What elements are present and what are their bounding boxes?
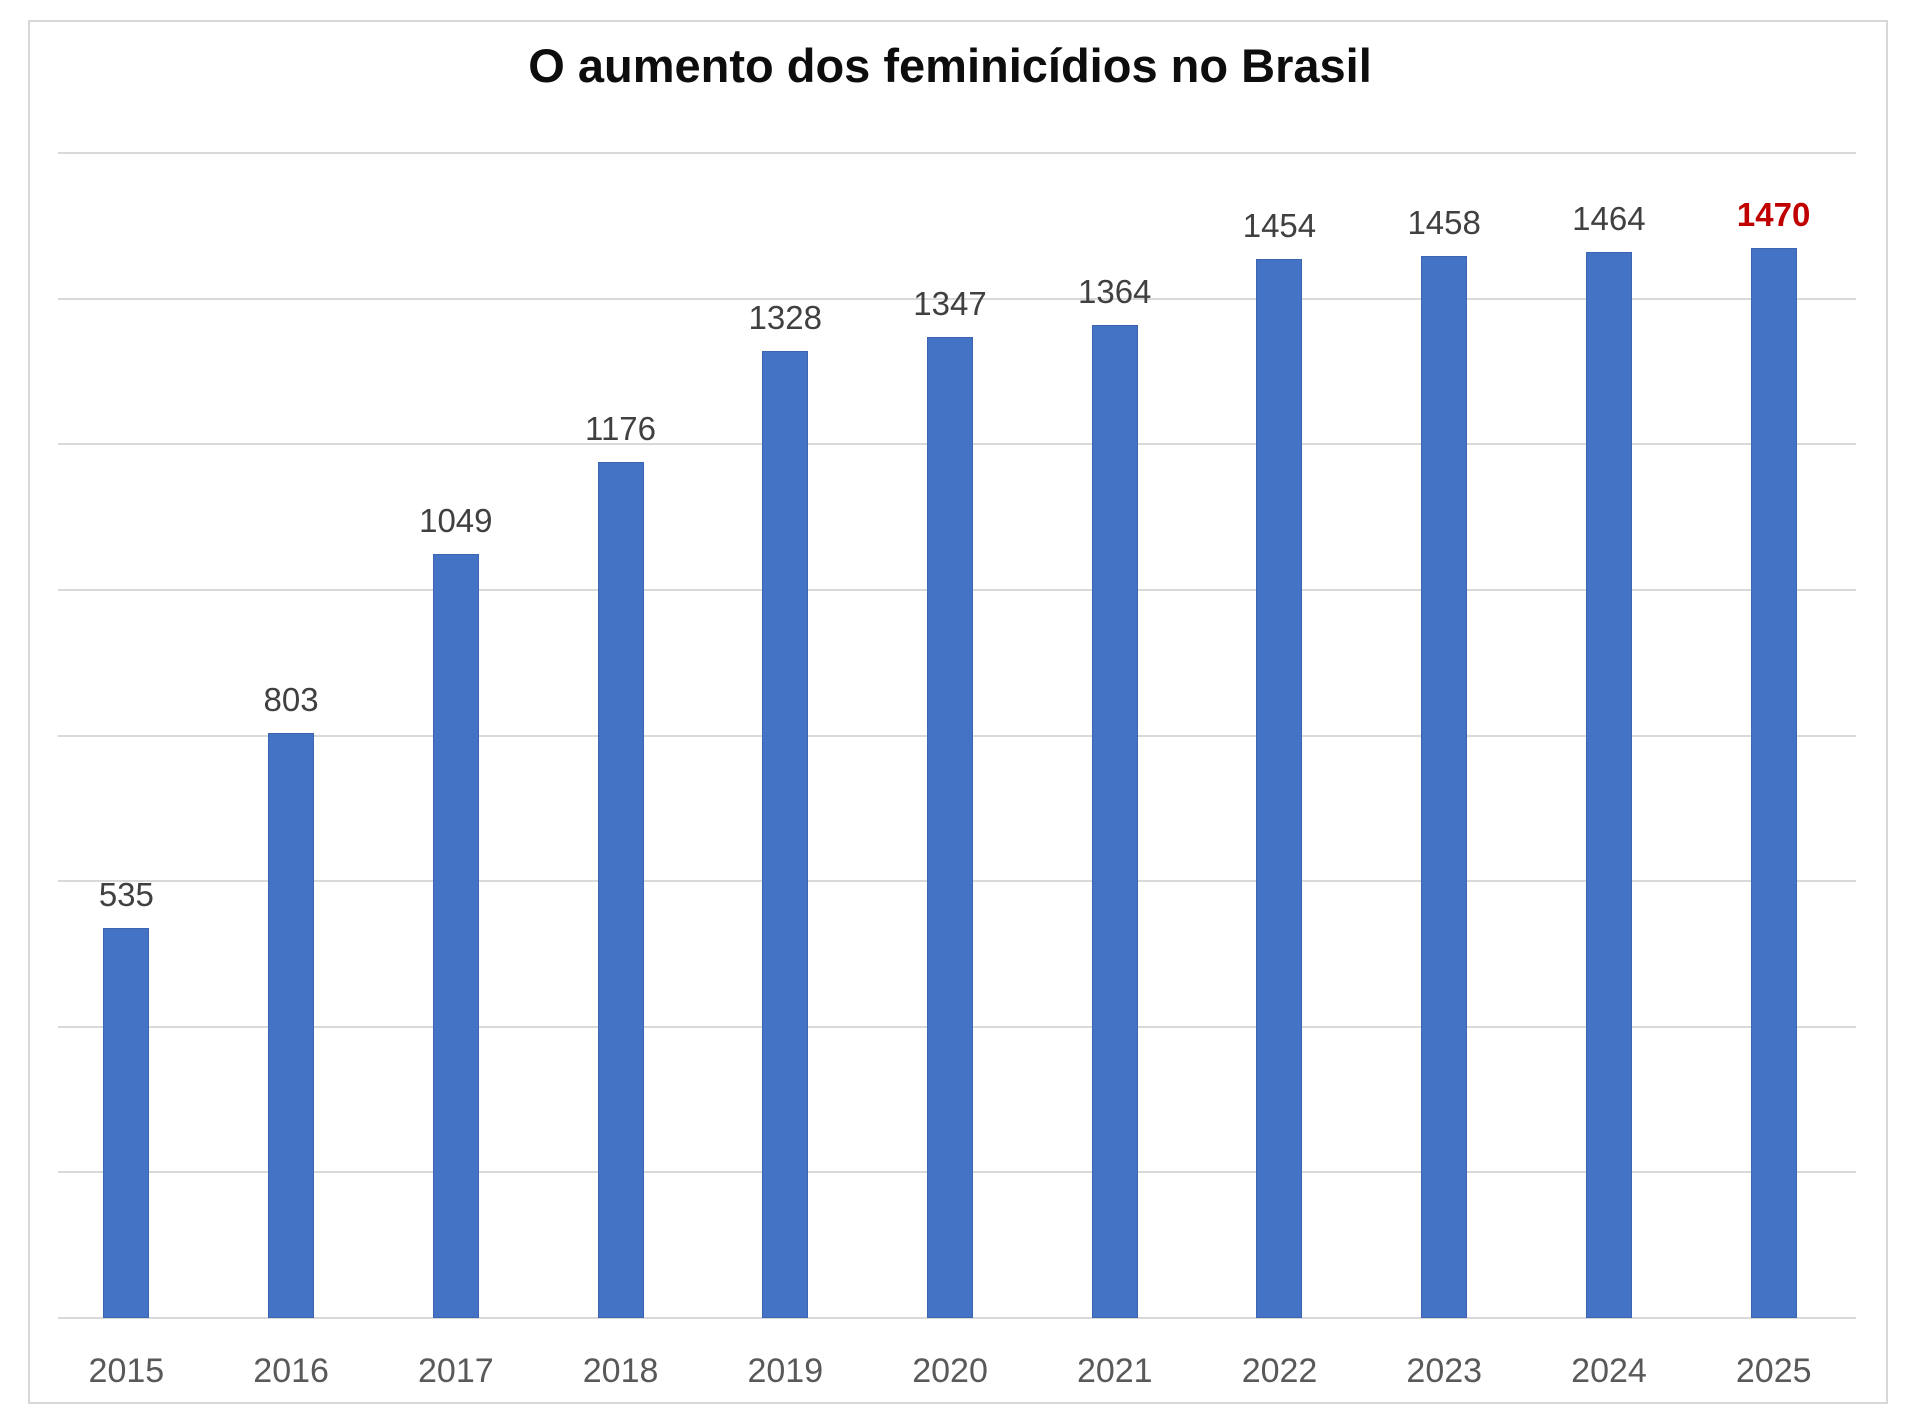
x-tick-label-2021: 2021 xyxy=(1076,1352,1153,1390)
x-tick-label-2025: 2025 xyxy=(1735,1352,1812,1390)
chart-title: O aumento dos feminicídios no Brasil xyxy=(528,39,1372,92)
bar-2023 xyxy=(1421,256,1468,1318)
x-tick-label-2015: 2015 xyxy=(88,1352,165,1390)
x-tick-label-2022: 2022 xyxy=(1241,1352,1318,1390)
bar-value-label-2015: 535 xyxy=(98,876,154,914)
x-axis: 2015 2016 2017 2018 2019 2020 2021 2022 2023 2024… xyxy=(44,1344,1856,1404)
bar-value-label-2022: 1454 xyxy=(1242,207,1317,245)
bar-2020 xyxy=(927,337,973,1318)
bar-2016 xyxy=(268,733,315,1318)
bar-value-label-2020: 1347 xyxy=(913,285,987,323)
bar-2018 xyxy=(597,461,644,1318)
x-tick-label-2016: 2016 xyxy=(253,1352,329,1390)
gridline xyxy=(58,297,1856,300)
bar-value-label-2021: 1364 xyxy=(1078,272,1152,310)
x-tick-label-2017: 2017 xyxy=(418,1352,494,1390)
bar-value-label-2025: 1470 xyxy=(1736,195,1811,233)
bar-value-label-2016: 803 xyxy=(263,681,319,719)
gridline xyxy=(58,152,1856,154)
bar-2021 xyxy=(1091,324,1138,1318)
bar-value-label-2019: 1328 xyxy=(748,299,822,337)
bar-2015 xyxy=(103,928,150,1318)
x-tick-label-2020: 2020 xyxy=(912,1352,988,1390)
x-tick-label-2018: 2018 xyxy=(582,1352,659,1390)
bar-2022 xyxy=(1256,259,1303,1318)
x-tick-label-2023: 2023 xyxy=(1406,1352,1483,1390)
x-axis-line xyxy=(58,1317,1856,1319)
bar-value-label-2017: 1049 xyxy=(419,502,493,540)
plot-area: 535 803 1049 1176 1328 1347 1364 1454 1458 1464 14… xyxy=(44,152,1856,1319)
x-tick-label-2024: 2024 xyxy=(1571,1352,1647,1390)
bar-value-label-2018: 1176 xyxy=(585,409,657,447)
bar-2019 xyxy=(762,351,809,1318)
bar-2017 xyxy=(432,554,479,1318)
bar-value-label-2023: 1458 xyxy=(1407,204,1481,242)
bar-2025 xyxy=(1750,247,1797,1318)
bar-value-label-2024: 1464 xyxy=(1572,200,1646,238)
bar-2024 xyxy=(1585,252,1632,1318)
x-tick-label-2019: 2019 xyxy=(747,1352,824,1390)
